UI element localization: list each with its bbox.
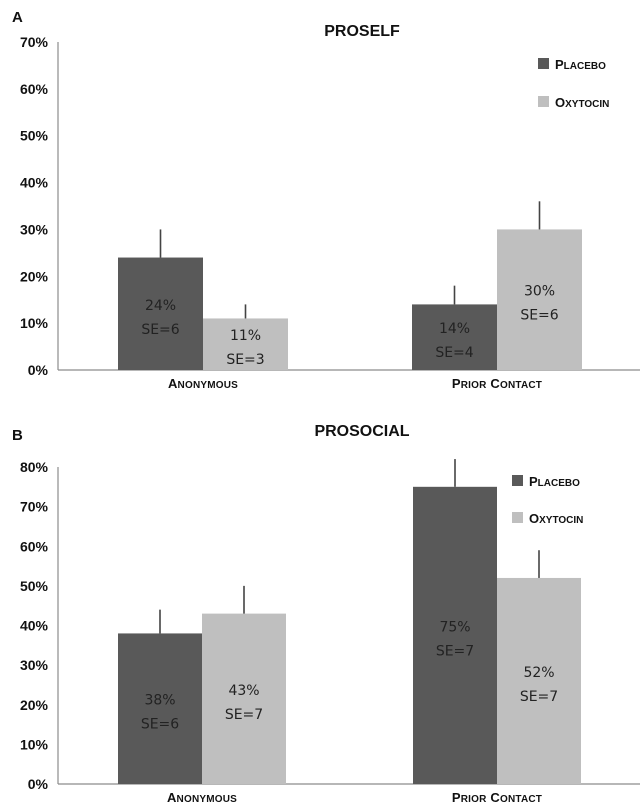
y-tick-label: 50%	[20, 128, 49, 144]
data-label-se: SE=6	[520, 308, 558, 324]
data-label: 11%	[230, 328, 261, 344]
bar-oxytocin-prior-contact	[497, 577, 581, 784]
y-tick-label: 70%	[20, 34, 49, 50]
chart-title: PROSOCIAL	[314, 423, 409, 440]
chart-panel-a: A PROSELF 0% 10% 20% 30% 40% 50% 60% 70% 24% SE=6 11…	[12, 9, 640, 391]
panel-letter: A	[12, 9, 23, 26]
data-label-se: SE=7	[520, 689, 558, 705]
legend-swatch-oxytocin	[538, 96, 549, 107]
bar-oxytocin-prior-contact	[497, 229, 582, 370]
y-tick-label: 0%	[28, 776, 49, 792]
y-tick-label: 60%	[20, 538, 49, 554]
chart-title: PROSELF	[324, 23, 400, 40]
data-label-se: SE=3	[226, 352, 264, 368]
y-tick-label: 50%	[20, 578, 49, 594]
x-category-label: ANONYMOUS	[167, 790, 237, 805]
legend-label-placebo: PLACEBO	[529, 474, 580, 489]
data-label: 75%	[439, 619, 470, 635]
data-label-se: SE=7	[436, 643, 474, 659]
bar-oxytocin-anonymous	[203, 318, 288, 370]
y-tick-label: 20%	[20, 268, 49, 284]
legend-label-placebo: PLACEBO	[555, 57, 606, 72]
y-tick-label: 30%	[20, 657, 49, 673]
data-label-se: SE=6	[141, 322, 179, 338]
bar-placebo-anonymous	[118, 633, 202, 784]
legend-swatch-placebo	[538, 58, 549, 69]
data-label: 14%	[439, 321, 470, 337]
data-label: 43%	[228, 683, 259, 699]
y-tick-label: 20%	[20, 697, 49, 713]
x-category-label: PRIOR CONTACT	[452, 376, 542, 391]
y-tick-label: 40%	[20, 618, 49, 634]
legend-label-oxytocin: OXYTOCIN	[529, 511, 583, 526]
data-label-se: SE=4	[435, 345, 473, 361]
data-label: 52%	[523, 665, 554, 681]
x-category-label: PRIOR CONTACT	[452, 790, 542, 805]
legend-swatch-placebo	[512, 475, 523, 486]
y-tick-label: 80%	[20, 459, 49, 475]
bar-placebo-prior-contact	[413, 486, 497, 784]
y-tick-label: 10%	[20, 315, 49, 331]
y-tick-label: 10%	[20, 736, 49, 752]
data-label: 38%	[144, 693, 175, 709]
bar-placebo-anonymous	[118, 257, 203, 370]
y-tick-label: 30%	[20, 221, 49, 237]
x-category-label: ANONYMOUS	[168, 376, 238, 391]
chart-panel-b: B PROSOCIAL 0% 10% 20% 30% 40% 50% 60% 70% 80% 38% S…	[12, 423, 640, 805]
data-label: 24%	[145, 298, 176, 314]
data-label: 30%	[524, 284, 555, 300]
legend-label-oxytocin: OXYTOCIN	[555, 95, 609, 110]
data-label-se: SE=7	[225, 707, 263, 723]
y-tick-label: 60%	[20, 81, 49, 97]
bar-oxytocin-anonymous	[202, 613, 286, 784]
legend-swatch-oxytocin	[512, 512, 523, 523]
y-tick-label: 70%	[20, 499, 49, 515]
panel-letter: B	[12, 427, 23, 444]
data-label-se: SE=6	[141, 717, 179, 733]
y-tick-label: 0%	[28, 362, 49, 378]
y-tick-label: 40%	[20, 175, 49, 191]
bar-placebo-prior-contact	[412, 304, 497, 370]
